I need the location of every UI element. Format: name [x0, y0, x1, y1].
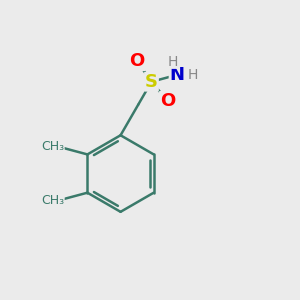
Text: H: H — [167, 55, 178, 69]
Text: CH₃: CH₃ — [41, 140, 64, 153]
Text: CH₃: CH₃ — [41, 194, 64, 207]
Text: O: O — [160, 92, 175, 110]
Text: O: O — [130, 52, 145, 70]
Text: S: S — [145, 73, 158, 91]
Text: N: N — [169, 66, 184, 84]
Text: H: H — [188, 68, 199, 82]
